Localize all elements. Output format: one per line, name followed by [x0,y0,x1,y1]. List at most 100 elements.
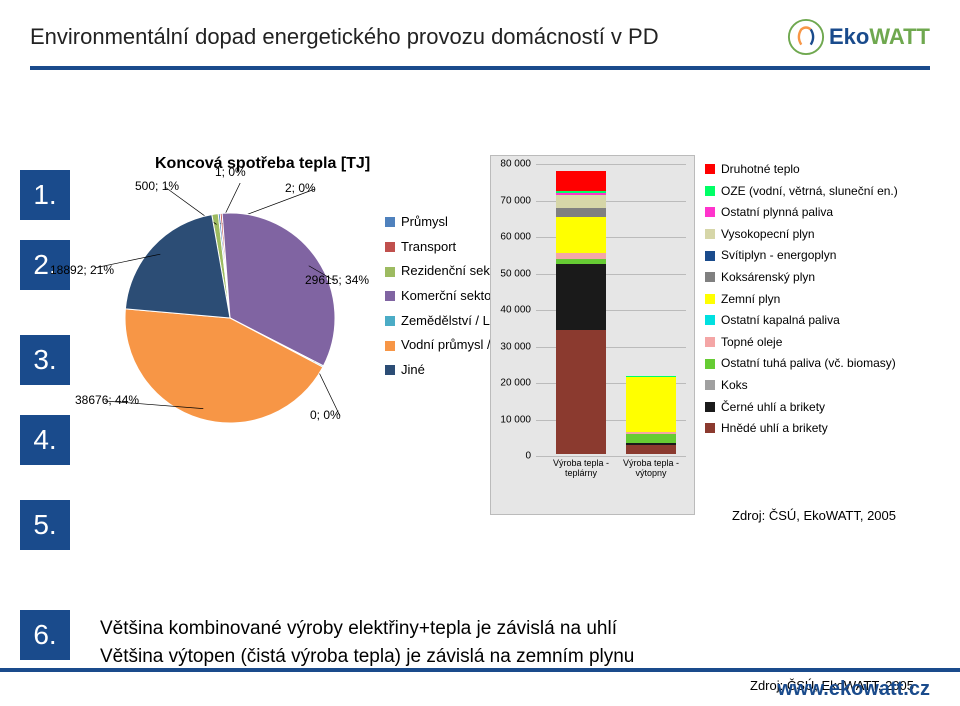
logo-text: Eko WATT [829,24,930,50]
number-box-4: 4. [20,415,70,465]
pie-slice-label: 0; 0% [310,408,341,422]
bottom-text: Většina kombinované výroby elektřiny+tep… [100,615,634,670]
bar-chart-area: 0 10 000 20 000 30 000 40 000 50 000 60 000 70 … [490,155,695,515]
bar-legend-item: Ostatní kapalná paliva [705,311,898,330]
legend-label: Svítiplyn - energoplyn [721,246,836,265]
number-box-3: 3. [20,335,70,385]
source-text-1: Zdroj: ČSÚ, EkoWATT, 2005 [732,508,896,523]
content: 1. 2. 3. 4. 5. 6. Koncová spotřeba tepla… [0,70,960,630]
y-axis-label: 80 000 [500,159,531,170]
pie-slice-label: 29615; 34% [305,273,369,287]
bar-segment [556,171,606,191]
legend-swatch [385,365,395,375]
bar-legend-item: Svítiplyn - energoplyn [705,246,898,265]
bar-legend-item: Hnědé uhlí a brikety [705,419,898,438]
y-axis-label: 50 000 [500,268,531,279]
bar-legend-item: Koks [705,376,898,395]
bar-legend: Druhotné teplo OZE (vodní, větrná, sluneč… [705,160,898,441]
legend-swatch [705,229,715,239]
legend-swatch [705,164,715,174]
legend-label: Hnědé uhlí a brikety [721,419,828,438]
legend-swatch [705,402,715,412]
bar-segment [626,445,676,454]
legend-label: Transport [401,235,456,260]
legend-swatch [385,217,395,227]
bar-legend-item: Ostatní plynná paliva [705,203,898,222]
bar-segment [556,195,606,208]
bottom-text-line-1: Většina kombinované výroby elektřiny+tep… [100,615,634,643]
legend-label: Ostatní tuhá paliva (vč. biomasy) [721,354,896,373]
stacked-bar [626,376,676,454]
logo: Eko WATT [787,18,930,56]
legend-label: Koksárenský plyn [721,268,815,287]
number-box-6: 6. [20,610,70,660]
pie-chart: 500; 1%1; 0%2; 0%29615; 34%0; 0%38676; 4… [95,183,365,453]
footer-url: www.ekowatt.cz [777,678,930,701]
x-axis-label: Výroba tepla - teplárny [551,458,611,478]
legend-swatch [705,359,715,369]
legend-label: OZE (vodní, větrná, sluneční en.) [721,182,898,201]
pie-slice-label: 500; 1% [135,179,179,193]
legend-label: Zemní plyn [721,290,780,309]
bar-legend-item: Topné oleje [705,333,898,352]
legend-swatch [705,380,715,390]
legend-label: Topné oleje [721,333,782,352]
logo-icon [787,18,825,56]
bar-legend-item: Vysokopecní plyn [705,225,898,244]
legend-swatch [705,272,715,282]
y-axis-label: 30 000 [500,341,531,352]
bar-plot [536,164,686,454]
pie-title: Koncová spotřeba tepla [TJ] [155,155,485,173]
legend-swatch [385,242,395,252]
bar-legend-item: Druhotné teplo [705,160,898,179]
legend-label: Průmysl [401,210,448,235]
bar-segment [556,264,606,330]
x-axis-label: Výroba tepla - výtopny [621,458,681,478]
legend-swatch [705,186,715,196]
legend-label: Černé uhlí a brikety [721,398,825,417]
pie-slice-label: 2; 0% [285,181,316,195]
bar-legend-item: Černé uhlí a brikety [705,398,898,417]
legend-swatch [705,315,715,325]
bar-legend-item: Ostatní tuhá paliva (vč. biomasy) [705,354,898,373]
legend-label: Koks [721,376,748,395]
legend-swatch [705,251,715,261]
legend-swatch [385,291,395,301]
bar-segment [556,330,606,454]
legend-label: Ostatní plynná paliva [721,203,833,222]
y-axis-label: 40 000 [500,305,531,316]
bar-segment [556,217,606,254]
pie-slice [125,215,230,318]
legend-label: Jiné [401,358,425,383]
footer: www.ekowatt.cz [0,668,960,706]
legend-label: Druhotné teplo [721,160,800,179]
legend-swatch [385,267,395,277]
legend-swatch [385,316,395,326]
legend-swatch [705,294,715,304]
bar-segment [556,208,606,217]
legend-swatch [705,337,715,347]
y-axis-label: 10 000 [500,414,531,425]
stacked-bar [556,171,606,454]
bar-segment [626,434,676,443]
legend-swatch [705,423,715,433]
legend-swatch [385,341,395,351]
pie-slice-label: 1; 0% [215,165,246,179]
bottom-text-line-2: Většina výtopen (čistá výroba tepla) je … [100,643,634,671]
y-axis-label: 20 000 [500,378,531,389]
page-title: Environmentální dopad energetického prov… [30,24,659,50]
bar-legend-item: Koksárenský plyn [705,268,898,287]
legend-label: Ostatní kapalná paliva [721,311,840,330]
pie-slice-label: 38676; 44% [75,393,139,407]
legend-swatch [705,207,715,217]
bar-segment [626,377,676,432]
header: Environmentální dopad energetického prov… [0,0,960,66]
number-box-1: 1. [20,170,70,220]
bar-legend-item: Zemní plyn [705,290,898,309]
pie-slice-label: 18892; 21% [50,263,114,277]
bar-legend-item: OZE (vodní, větrná, sluneční en.) [705,182,898,201]
y-axis-label: 0 [525,451,531,462]
legend-label: Vysokopecní plyn [721,225,815,244]
y-axis-label: 70 000 [500,195,531,206]
y-axis-label: 60 000 [500,232,531,243]
